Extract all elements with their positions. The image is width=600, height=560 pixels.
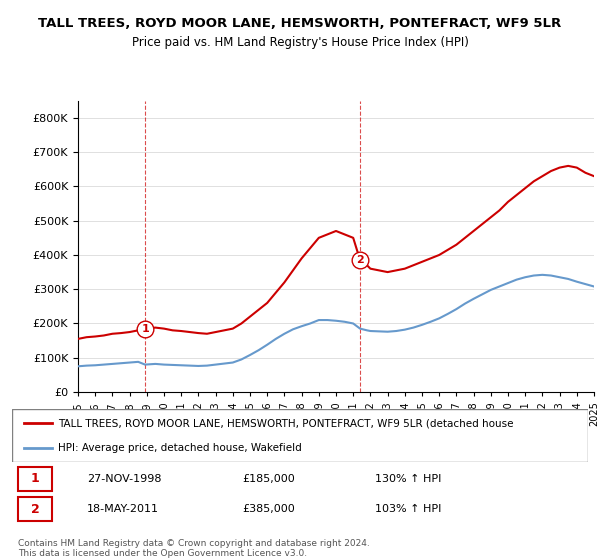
- Text: 27-NOV-1998: 27-NOV-1998: [87, 474, 161, 484]
- Text: 2: 2: [31, 502, 40, 516]
- Text: Price paid vs. HM Land Registry's House Price Index (HPI): Price paid vs. HM Land Registry's House …: [131, 36, 469, 49]
- FancyBboxPatch shape: [18, 466, 52, 491]
- Text: Contains HM Land Registry data © Crown copyright and database right 2024.
This d: Contains HM Land Registry data © Crown c…: [18, 539, 370, 558]
- Text: TALL TREES, ROYD MOOR LANE, HEMSWORTH, PONTEFRACT, WF9 5LR (detached house: TALL TREES, ROYD MOOR LANE, HEMSWORTH, P…: [58, 418, 514, 428]
- Text: HPI: Average price, detached house, Wakefield: HPI: Average price, detached house, Wake…: [58, 442, 302, 452]
- Text: £385,000: £385,000: [242, 504, 295, 514]
- FancyBboxPatch shape: [12, 409, 588, 462]
- Text: TALL TREES, ROYD MOOR LANE, HEMSWORTH, PONTEFRACT, WF9 5LR: TALL TREES, ROYD MOOR LANE, HEMSWORTH, P…: [38, 17, 562, 30]
- Text: 2: 2: [356, 255, 364, 265]
- Text: £185,000: £185,000: [242, 474, 295, 484]
- Text: 130% ↑ HPI: 130% ↑ HPI: [375, 474, 441, 484]
- Text: 18-MAY-2011: 18-MAY-2011: [87, 504, 159, 514]
- FancyBboxPatch shape: [18, 497, 52, 521]
- Text: 1: 1: [141, 324, 149, 334]
- Text: 103% ↑ HPI: 103% ↑ HPI: [375, 504, 441, 514]
- Text: 1: 1: [31, 472, 40, 486]
